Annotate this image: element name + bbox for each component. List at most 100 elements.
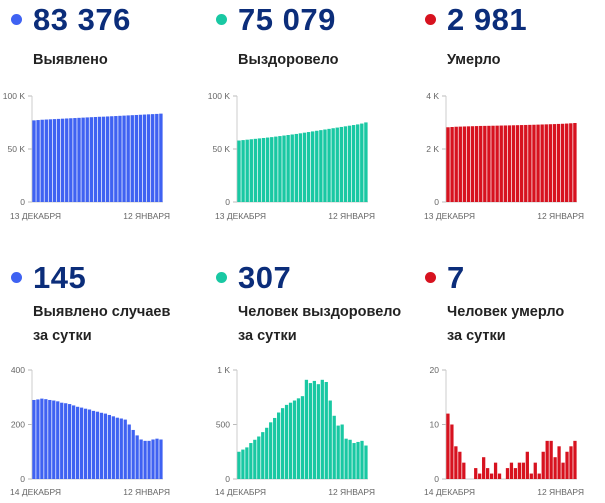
- y-tick-label: 0: [434, 474, 439, 484]
- metric-label: Человек умерло за сутки: [447, 300, 564, 348]
- bar: [68, 404, 72, 479]
- bar: [288, 402, 293, 479]
- bar: [360, 440, 364, 479]
- y-tick-label: 100 K: [3, 91, 26, 101]
- bar: [237, 140, 241, 202]
- bar: [489, 473, 494, 479]
- bar: [40, 119, 44, 202]
- y-tick-label: 0: [434, 197, 439, 207]
- bar: [105, 116, 110, 202]
- bar: [529, 473, 533, 479]
- bar: [509, 462, 514, 479]
- bar: [115, 417, 119, 479]
- bar: [446, 127, 450, 202]
- bar: [48, 399, 52, 479]
- bar: [286, 135, 290, 202]
- bar: [110, 116, 114, 202]
- bar: [528, 124, 532, 202]
- y-tick-label: 10: [430, 420, 440, 430]
- bar: [458, 126, 462, 202]
- metric-label: Выздоровело: [238, 48, 339, 72]
- bar: [537, 473, 541, 479]
- big-number: 2 981: [447, 2, 528, 37]
- y-tick-label: 4 K: [426, 91, 439, 101]
- panel-detected-total: 83 376 Выявлено 0 50 K 100 K 13 ДЕКАБРЯ 12 Я…: [0, 0, 200, 245]
- big-number: 307: [238, 260, 292, 295]
- bar: [517, 462, 522, 479]
- bar: [71, 405, 76, 479]
- y-tick-label: 400: [11, 365, 25, 375]
- bar: [540, 124, 544, 202]
- bar: [556, 123, 561, 202]
- bar: [557, 446, 561, 479]
- bar: [308, 383, 313, 479]
- bar: [565, 123, 569, 202]
- panel-detected-daily: 145 Выявлено случаев за сутки 0 200 400 14 …: [0, 258, 200, 503]
- bar: [292, 400, 297, 479]
- bar: [485, 468, 490, 479]
- bar: [280, 408, 285, 479]
- bar: [519, 125, 524, 202]
- bar-chart: 0 200 400 14 ДЕКАБРЯ 12 ЯНВАРЯ: [10, 365, 170, 497]
- bar: [454, 446, 458, 479]
- bar: [335, 127, 339, 202]
- y-tick-label: 0: [225, 474, 230, 484]
- bar-chart: 0 50 K 100 K 13 ДЕКАБРЯ 12 ЯНВАРЯ: [208, 91, 375, 221]
- bar: [269, 422, 273, 479]
- metric-label-line-1: Выздоровело: [238, 52, 339, 68]
- bar: [521, 462, 525, 479]
- bar: [131, 429, 135, 479]
- y-tick-label: 100 K: [208, 91, 231, 101]
- bar: [340, 424, 344, 479]
- bar: [474, 126, 479, 202]
- bar: [565, 451, 569, 479]
- panel-deaths-total: 2 981 Умерло 0 2 K 4 K 13 ДЕКАБРЯ 12 ЯНВАРЯ: [414, 0, 605, 245]
- metric-label: Умерло: [447, 48, 500, 72]
- bar: [159, 439, 163, 479]
- bar: [32, 399, 36, 479]
- x-label-end: 12 ЯНВАРЯ: [328, 211, 375, 221]
- bar: [114, 116, 118, 202]
- x-label-start: 14 ДЕКАБРЯ: [10, 487, 61, 497]
- status-dot: [216, 272, 227, 283]
- bar: [249, 443, 253, 479]
- bar: [478, 473, 482, 479]
- bar-chart: 0 500 1 K 14 ДЕКАБРЯ 12 ЯНВАРЯ: [215, 365, 375, 497]
- bar: [123, 419, 127, 479]
- bar: [331, 128, 335, 202]
- bar: [155, 438, 159, 479]
- bar: [462, 462, 466, 479]
- bar: [142, 114, 147, 202]
- bar: [515, 125, 520, 202]
- bar: [257, 436, 261, 479]
- status-dot: [11, 14, 22, 25]
- y-tick-label: 1 K: [217, 365, 230, 375]
- y-tick-label: 50 K: [213, 144, 231, 154]
- bar: [450, 424, 454, 479]
- bar: [48, 119, 53, 202]
- bar: [507, 125, 512, 202]
- bar: [495, 125, 499, 202]
- bar: [36, 399, 40, 479]
- big-number: 145: [33, 260, 87, 295]
- bar: [253, 138, 258, 202]
- metric-label-line-2: за сутки: [447, 328, 506, 344]
- bar: [573, 123, 577, 202]
- bar: [257, 138, 262, 202]
- bar: [458, 451, 462, 479]
- bar: [573, 440, 577, 479]
- bar: [138, 114, 143, 202]
- metric-label-line-1: Умерло: [447, 52, 501, 68]
- metric-label: Человек выздоровело за сутки: [238, 300, 401, 348]
- bar: [99, 412, 104, 479]
- y-tick-label: 0: [20, 474, 25, 484]
- metric-label: Выявлено: [33, 48, 108, 72]
- x-label-end: 12 ЯНВАРЯ: [123, 487, 170, 497]
- bar: [487, 125, 491, 202]
- bar-chart: 0 2 K 4 K 13 ДЕКАБРЯ 12 ЯНВАРЯ: [424, 91, 584, 221]
- bar: [60, 402, 64, 479]
- bar: [151, 439, 155, 479]
- bar: [316, 384, 320, 479]
- bar: [552, 124, 557, 202]
- bar: [348, 439, 352, 479]
